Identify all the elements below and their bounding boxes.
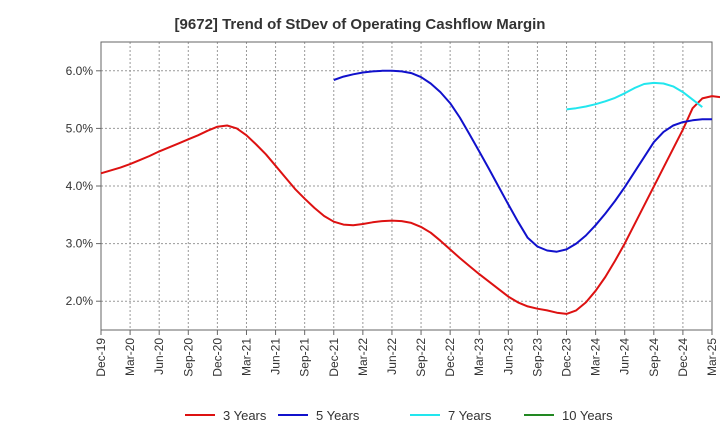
y-tick-label: 3.0% [66, 237, 94, 251]
x-tick-label: Jun-23 [501, 338, 515, 375]
legend-label: 7 Years [448, 408, 492, 423]
x-tick-label: Dec-24 [676, 338, 690, 377]
x-tick-label: Sep-21 [298, 338, 312, 377]
x-tick-label: Mar-22 [356, 338, 370, 376]
x-axis: Dec-19 Mar-20 Jun-20 Sep-20 Dec-20 Mar-21 Jun-… [94, 330, 719, 377]
legend-label: 10 Years [562, 408, 613, 423]
x-tick-label: Dec-19 [94, 338, 108, 377]
x-tick-label: Sep-23 [530, 338, 544, 377]
y-tick-label: 4.0% [66, 179, 94, 193]
x-tick-label: Mar-20 [123, 338, 137, 376]
x-tick-label: Mar-21 [239, 338, 253, 376]
series-line-5-years [333, 69, 712, 253]
x-tick-label: Dec-22 [443, 338, 457, 377]
y-axis: 2.0% 3.0% 4.0% 5.0% 6.0% [66, 64, 101, 308]
x-tick-label: Dec-20 [210, 338, 224, 377]
x-tick-label: Dec-21 [327, 338, 341, 377]
series-lines [100, 69, 720, 315]
y-tick-label: 2.0% [66, 294, 94, 308]
y-tick-label: 5.0% [66, 121, 94, 135]
y-tick-label: 6.0% [66, 64, 94, 78]
x-tick-label: Jun-21 [269, 338, 283, 375]
x-tick-label: Mar-25 [705, 338, 719, 376]
x-tick-label: Sep-24 [647, 338, 661, 377]
x-tick-label: Jun-24 [618, 338, 632, 375]
x-tick-label: Jun-22 [385, 338, 399, 375]
chart-title: [9672] Trend of StDev of Operating Cashf… [175, 16, 546, 33]
series-line-7-years [566, 81, 703, 111]
x-tick-label: Mar-23 [472, 338, 486, 376]
x-tick-label: Jun-20 [152, 338, 166, 375]
series-line-3-years [100, 95, 720, 315]
legend: 3 Years 5 Years 7 Years 10 Years [185, 408, 613, 423]
legend-label: 3 Years [223, 408, 267, 423]
grid [100, 42, 713, 330]
plot-frame [100, 41, 713, 331]
x-tick-label: Mar-24 [589, 338, 603, 376]
x-tick-label: Dec-23 [560, 338, 574, 377]
x-tick-label: Sep-20 [181, 338, 195, 377]
legend-label: 5 Years [316, 408, 360, 423]
x-tick-label: Sep-22 [414, 338, 428, 377]
